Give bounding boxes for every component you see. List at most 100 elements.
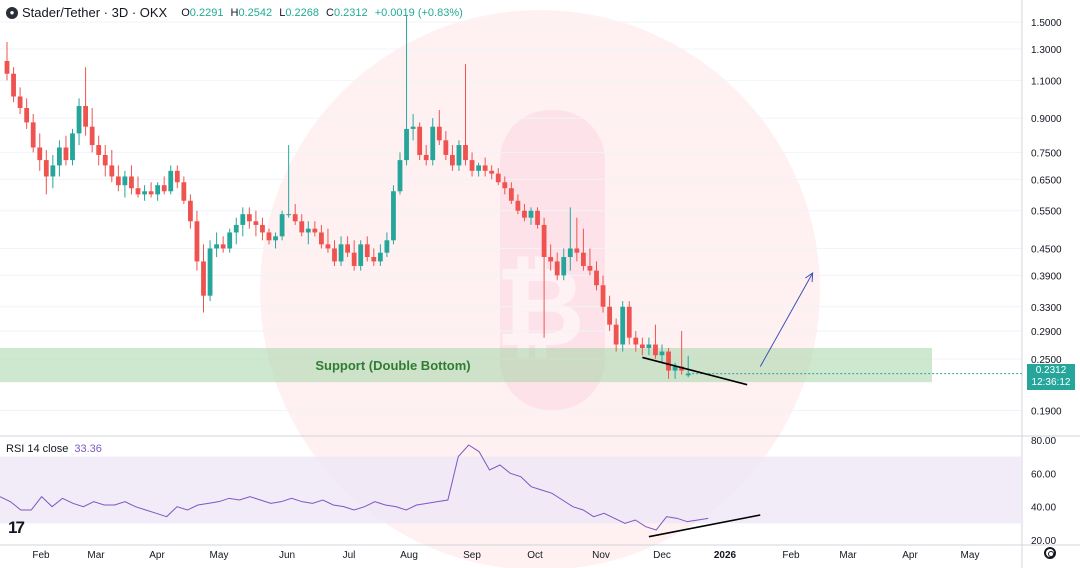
candle-body [279,214,285,237]
time-axis-tick: Dec [653,550,671,561]
candle-body [292,214,298,222]
candle-body [50,165,56,177]
price-axis-tick: 1.5000 [1031,18,1062,29]
price-axis-tick: 0.4500 [1031,244,1062,255]
candle-body [495,173,501,183]
time-axis-tick: Jul [343,550,356,561]
candle-body [482,165,488,171]
price-axis-tick: 0.3300 [1031,303,1062,314]
time-axis-tick: Oct [527,550,543,561]
candle-body [600,285,606,307]
candle-body [319,232,324,245]
candle-body [161,185,167,192]
candle-body [30,122,36,148]
candle-body [659,351,665,356]
tradingview-logo-icon[interactable]: 17 [8,518,25,537]
price-axis-tick: 1.3000 [1031,45,1062,56]
candle-body [260,224,265,233]
candle-body [423,154,429,161]
candle-body [129,176,134,189]
price-axis-tick: 0.2500 [1031,355,1062,366]
candle-body [672,366,678,371]
candle-body [587,265,593,271]
settings-gear-icon[interactable] [1044,547,1056,559]
candle-body [142,191,147,195]
candle-body [115,176,121,186]
candle-body [646,344,652,348]
candle-body [11,73,16,97]
price-trendline [642,356,748,386]
candle-body [666,351,671,371]
rsi-indicator-label[interactable]: RSI 14 close 33.36 [6,443,102,455]
candle-body [312,228,318,233]
candle-body [188,200,193,222]
time-axis-tick: Feb [782,550,800,561]
candle-body [450,154,455,166]
candle-body [685,373,691,376]
candle-body [463,145,468,161]
rsi-line [0,444,709,531]
candle-body [233,224,239,233]
candle-body [561,257,567,276]
rsi-trendline [648,514,761,538]
candle-body [214,244,219,249]
candle-body [181,182,187,201]
support-zone [0,347,932,383]
candle-body [443,140,449,155]
candle-body [377,252,383,262]
candle-body [522,210,527,218]
candle-body [338,244,344,262]
candle-body [502,182,508,189]
candle-body [37,147,43,161]
candle-body [24,107,30,123]
rsi-axis-tick: 20.00 [1031,536,1056,547]
candle-body [266,232,272,241]
time-axis-tick: Aug [400,550,418,561]
candle-body [508,188,514,201]
candle-body [436,126,442,141]
candle-body [358,244,364,266]
candle-body [653,344,658,356]
candle-body [581,252,586,266]
candle-body [286,214,292,216]
price-axis-tick: 0.1900 [1031,407,1062,418]
time-axis-tick: Sep [463,550,481,561]
target-arrow-line [759,272,814,367]
candle-body [122,176,128,186]
candle-body [174,170,180,183]
price-axis-tick: 0.3900 [1031,271,1062,282]
rsi-band [0,456,1022,524]
candle-body [155,185,161,195]
bar-countdown: 12:36:12 [1031,377,1071,388]
candle-body [57,147,62,166]
time-axis-tick: Mar [839,550,857,561]
candle-body [273,236,278,241]
candle-body [351,252,357,266]
symbol-title[interactable]: Stader/Tether · 3D · OKX [22,5,168,20]
candle-body [4,60,10,74]
candle-body [574,248,580,253]
rsi-axis-tick: 60.00 [1031,469,1056,480]
current-price-tag: 0.2312 12:36:12 [1027,364,1075,390]
candle-body [83,106,88,127]
candle-body [63,147,69,161]
candle-body [148,191,154,195]
target-arrow-head [804,271,814,282]
price-axis-tick: 0.2900 [1031,327,1062,338]
candle-body [201,261,206,296]
candle-body [469,160,475,171]
candle-body [541,224,547,258]
candle-body [207,248,213,296]
candle-body [43,160,49,177]
time-axis-tick: Mar [87,550,105,561]
candle-body [679,366,685,371]
candle-body [364,244,370,258]
candle-body [299,221,305,233]
time-axis-tick: May [210,550,229,561]
candle-body [607,306,612,325]
candle-body [391,191,396,241]
candle-body [135,188,141,195]
candle-body [633,337,639,345]
